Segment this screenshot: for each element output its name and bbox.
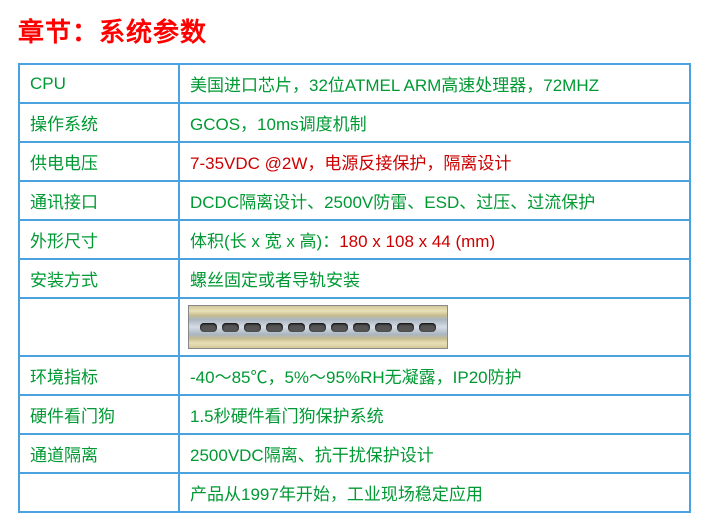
spec-label: 外形尺寸 — [19, 220, 179, 259]
spec-label: 安装方式 — [19, 259, 179, 298]
table-row — [19, 298, 690, 356]
spec-label: CPU — [19, 64, 179, 103]
table-row: 操作系统GCOS，10ms调度机制 — [19, 103, 690, 142]
table-row: 安装方式螺丝固定或者导轨安装 — [19, 259, 690, 298]
spec-value: 2500VDC隔离、抗干扰保护设计 — [179, 434, 690, 473]
spec-table: CPU美国进口芯片，32位ATMEL ARM高速处理器，72MHZ操作系统GCO… — [18, 63, 691, 513]
spec-value-prefix: 体积(长 x 宽 x 高)： — [190, 232, 339, 251]
spec-value: GCOS，10ms调度机制 — [179, 103, 690, 142]
spec-value-highlight: 180 x 108 x 44 (mm) — [339, 232, 495, 251]
table-row: CPU美国进口芯片，32位ATMEL ARM高速处理器，72MHZ — [19, 64, 690, 103]
spec-label: 硬件看门狗 — [19, 395, 179, 434]
spec-label — [19, 298, 179, 356]
spec-value: 体积(长 x 宽 x 高)：180 x 108 x 44 (mm) — [179, 220, 690, 259]
spec-value: 产品从1997年开始，工业现场稳定应用 — [179, 473, 690, 512]
spec-value: 美国进口芯片，32位ATMEL ARM高速处理器，72MHZ — [179, 64, 690, 103]
table-row: 硬件看门狗1.5秒硬件看门狗保护系统 — [19, 395, 690, 434]
din-rail-image — [188, 305, 448, 349]
section-title: 章节：系统参数 — [18, 12, 691, 49]
table-row: 产品从1997年开始，工业现场稳定应用 — [19, 473, 690, 512]
spec-label: 环境指标 — [19, 356, 179, 395]
spec-label: 操作系统 — [19, 103, 179, 142]
table-row: 通道隔离2500VDC隔离、抗干扰保护设计 — [19, 434, 690, 473]
spec-value — [179, 298, 690, 356]
table-row: 通讯接口DCDC隔离设计、2500V防雷、ESD、过压、过流保护 — [19, 181, 690, 220]
spec-value: 7-35VDC @2W，电源反接保护，隔离设计 — [179, 142, 690, 181]
spec-value: -40～85℃，5%～95%RH无凝露，IP20防护 — [179, 356, 690, 395]
spec-value: DCDC隔离设计、2500V防雷、ESD、过压、过流保护 — [179, 181, 690, 220]
table-row: 外形尺寸体积(长 x 宽 x 高)：180 x 108 x 44 (mm) — [19, 220, 690, 259]
table-row: 供电电压7-35VDC @2W，电源反接保护，隔离设计 — [19, 142, 690, 181]
spec-label: 通讯接口 — [19, 181, 179, 220]
spec-label: 供电电压 — [19, 142, 179, 181]
spec-label: 通道隔离 — [19, 434, 179, 473]
table-row: 环境指标-40～85℃，5%～95%RH无凝露，IP20防护 — [19, 356, 690, 395]
spec-value: 1.5秒硬件看门狗保护系统 — [179, 395, 690, 434]
spec-value: 螺丝固定或者导轨安装 — [179, 259, 690, 298]
spec-label — [19, 473, 179, 512]
